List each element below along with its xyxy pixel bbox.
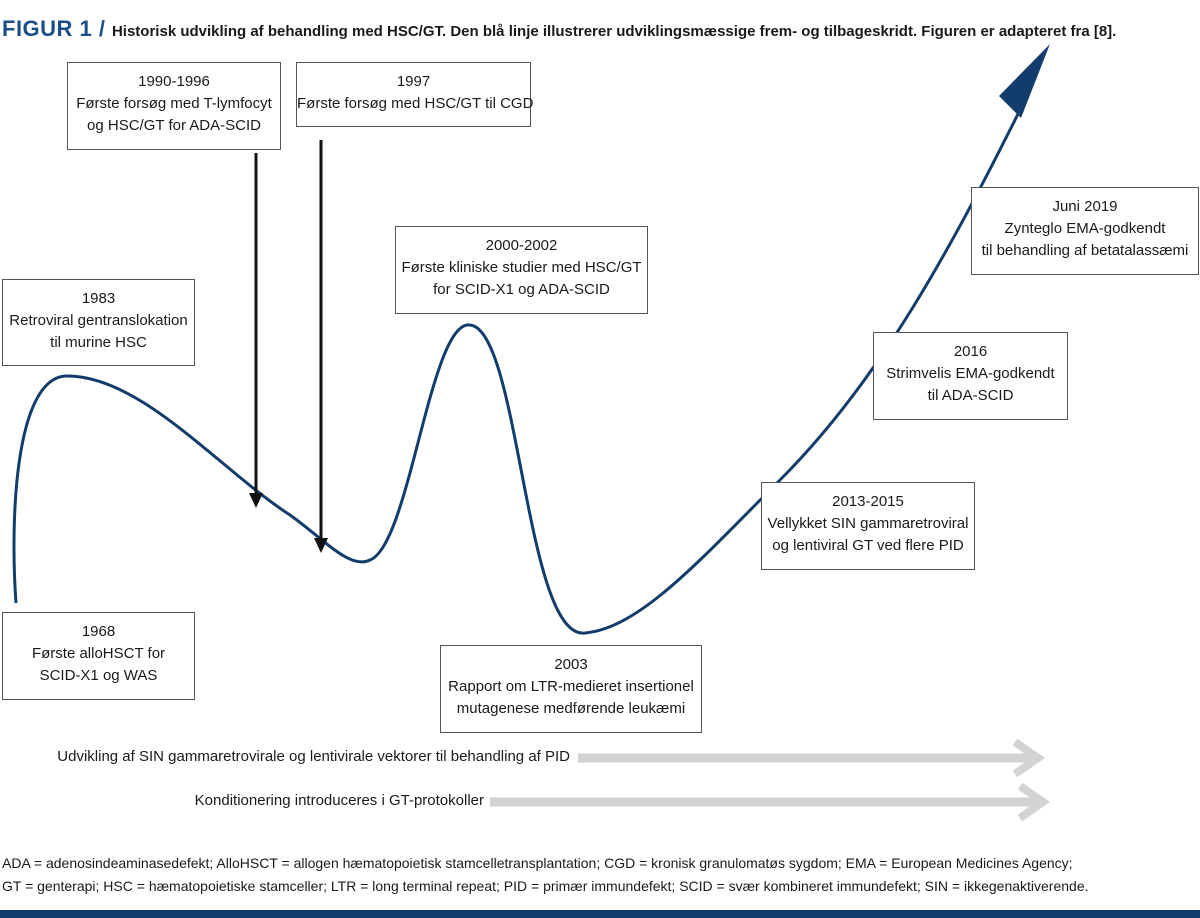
milestone-text: til behandling af betatalassæmi [981, 242, 1189, 259]
milestone-year: 2013-2015 [832, 493, 904, 510]
figure-label: FIGUR 1 / [2, 16, 106, 41]
footnote-line: ADA = adenosindeaminasedefekt; AlloHSCT … [2, 855, 1073, 871]
milestone-2003: 2003 Rapport om LTR-medieret insertionel… [440, 645, 702, 733]
milestone-text: Strimvelis EMA-godkendt [886, 365, 1055, 382]
track-label-vectors: Udvikling af SIN gammaretrovirale og len… [57, 748, 570, 765]
milestone-text: Første forsøg med T-lymfocyt [76, 95, 272, 112]
chevron-right-icon [1017, 782, 1051, 822]
milestone-year: 1968 [81, 623, 116, 640]
track-label-conditioning: Konditionering introduceres i GT-protoko… [194, 792, 484, 809]
development-curve [12, 109, 1022, 635]
milestone-2019: Juni 2019 Zynteglo EMA-godkendt til beha… [971, 187, 1199, 275]
milestone-text: og HSC/GT for ADA-SCID [87, 117, 261, 134]
track-arrow-conditioning [490, 782, 1051, 822]
milestone-year: 1997 [396, 73, 431, 90]
abbreviations-footnote: ADA = adenosindeaminasedefekt; AlloHSCT … [2, 852, 1089, 898]
milestone-2000-2002: 2000-2002 Første kliniske studier med HS… [395, 226, 648, 314]
track-arrow-vectors [578, 738, 1046, 778]
milestone-text: Retroviral gentranslokation [9, 312, 188, 329]
milestone-text: og lentiviral GT ved flere PID [772, 537, 964, 554]
milestone-year: 2003 [554, 656, 588, 673]
footnote-line: GT = genterapi; HSC = hæmatopoietiske st… [2, 878, 1089, 894]
milestone-text: Rapport om LTR-medieret insertionel [448, 678, 694, 695]
arrow-head-icon [999, 44, 1050, 118]
down-arrow-icon [249, 153, 263, 508]
milestone-year: 1983 [81, 290, 116, 307]
milestone-text: for SCID-X1 og ADA-SCID [433, 281, 610, 298]
milestone-text: Zynteglo EMA-godkendt [1004, 220, 1166, 237]
milestone-1997: 1997 Første forsøg med HSC/GT til CGD [296, 62, 534, 127]
milestone-2016: 2016 Strimvelis EMA-godkendt til ADA-SCI… [873, 332, 1068, 420]
milestone-year: 2000-2002 [485, 237, 558, 254]
milestone-text: mutagenese medførende leukæmi [456, 700, 686, 717]
milestone-text: SCID-X1 og WAS [39, 667, 158, 684]
figure-caption: Historisk udvikling af behandling med HS… [111, 23, 1117, 40]
milestone-1983: 1983 Retroviral gentranslokation til mur… [2, 279, 195, 366]
milestone-text: Første alloHSCT for [31, 645, 166, 662]
figure-header: FIGUR 1 / Historisk udvikling af behandl… [2, 16, 1116, 42]
milestone-year: 1990-1996 [138, 73, 210, 90]
milestone-year: Juni 2019 [1052, 198, 1118, 215]
milestone-text: Vellykket SIN gammaretroviral [767, 515, 969, 532]
down-arrow-icon [314, 140, 328, 553]
milestone-text: Første forsøg med HSC/GT til CGD [297, 95, 534, 112]
milestone-1990-1996: 1990-1996 Første forsøg med T-lymfocyt o… [67, 62, 281, 150]
milestone-2013-2015: 2013-2015 Vellykket SIN gammaretroviral … [761, 482, 975, 570]
milestone-year: 2016 [953, 343, 988, 360]
milestone-text: Første kliniske studier med HSC/GT [401, 259, 642, 276]
milestone-text: til ADA-SCID [927, 387, 1014, 404]
milestone-1968: 1968 Første alloHSCT for SCID-X1 og WAS [2, 612, 195, 700]
chevron-right-icon [1012, 738, 1046, 778]
milestone-text: til murine HSC [50, 334, 147, 351]
bottom-rule [0, 910, 1200, 918]
